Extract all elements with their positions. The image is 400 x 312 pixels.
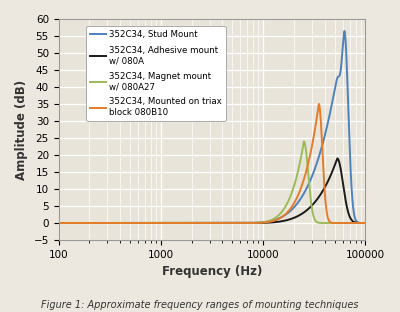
Text: Figure 1: Approximate frequency ranges of mounting techniques: Figure 1: Approximate frequency ranges o…	[41, 300, 359, 310]
352C34, Magnet mount
w/ 080A27	[56, 221, 61, 225]
Line: 352C34, Mounted on triax
block 080B10: 352C34, Mounted on triax block 080B10	[59, 104, 366, 223]
352C34, Adhesive mount
w/ 080A	[240, 221, 245, 225]
Line: 352C34, Adhesive mount
w/ 080A: 352C34, Adhesive mount w/ 080A	[59, 158, 366, 223]
X-axis label: Frequency (Hz): Frequency (Hz)	[162, 265, 262, 278]
352C34, Mounted on triax
block 080B10	[174, 221, 178, 225]
352C34, Mounted on triax
block 080B10	[285, 210, 290, 214]
352C34, Adhesive mount
w/ 080A	[112, 221, 117, 225]
352C34, Magnet mount
w/ 080A27	[308, 199, 313, 203]
Legend: 352C34, Stud Mount, 352C34, Adhesive mount
w/ 080A, 352C34, Magnet mount
w/ 080A: 352C34, Stud Mount, 352C34, Adhesive mou…	[86, 26, 226, 121]
Line: 352C34, Stud Mount: 352C34, Stud Mount	[59, 31, 366, 223]
Y-axis label: Amplitude (dB): Amplitude (dB)	[15, 80, 28, 180]
352C34, Adhesive mount
w/ 080A	[174, 221, 178, 225]
352C34, Stud Mount	[256, 221, 260, 225]
352C34, Adhesive mount
w/ 080A	[308, 205, 313, 208]
352C34, Magnet mount
w/ 080A27	[112, 221, 117, 225]
352C34, Mounted on triax
block 080B10	[240, 221, 245, 225]
352C34, Magnet mount
w/ 080A27	[174, 221, 178, 225]
352C34, Magnet mount
w/ 080A27	[240, 221, 245, 225]
352C34, Adhesive mount
w/ 080A	[363, 221, 368, 225]
352C34, Mounted on triax
block 080B10	[112, 221, 117, 225]
352C34, Stud Mount	[112, 221, 117, 225]
352C34, Stud Mount	[174, 221, 178, 225]
352C34, Magnet mount
w/ 080A27	[285, 201, 290, 205]
352C34, Stud Mount	[285, 212, 290, 215]
352C34, Stud Mount	[342, 29, 347, 33]
352C34, Mounted on triax
block 080B10	[363, 221, 368, 225]
352C34, Adhesive mount
w/ 080A	[335, 157, 340, 160]
Line: 352C34, Magnet mount
w/ 080A27: 352C34, Magnet mount w/ 080A27	[59, 141, 366, 223]
352C34, Mounted on triax
block 080B10	[256, 221, 260, 225]
352C34, Adhesive mount
w/ 080A	[256, 221, 260, 225]
352C34, Mounted on triax
block 080B10	[308, 149, 313, 153]
352C34, Magnet mount
w/ 080A27	[256, 221, 260, 225]
352C34, Stud Mount	[363, 221, 368, 225]
352C34, Stud Mount	[56, 221, 61, 225]
352C34, Stud Mount	[308, 177, 313, 181]
352C34, Magnet mount
w/ 080A27	[363, 221, 368, 225]
352C34, Adhesive mount
w/ 080A	[56, 221, 61, 225]
352C34, Mounted on triax
block 080B10	[56, 221, 61, 225]
352C34, Magnet mount
w/ 080A27	[302, 139, 306, 143]
352C34, Mounted on triax
block 080B10	[316, 102, 321, 106]
352C34, Adhesive mount
w/ 080A	[285, 218, 290, 222]
352C34, Stud Mount	[240, 221, 245, 225]
